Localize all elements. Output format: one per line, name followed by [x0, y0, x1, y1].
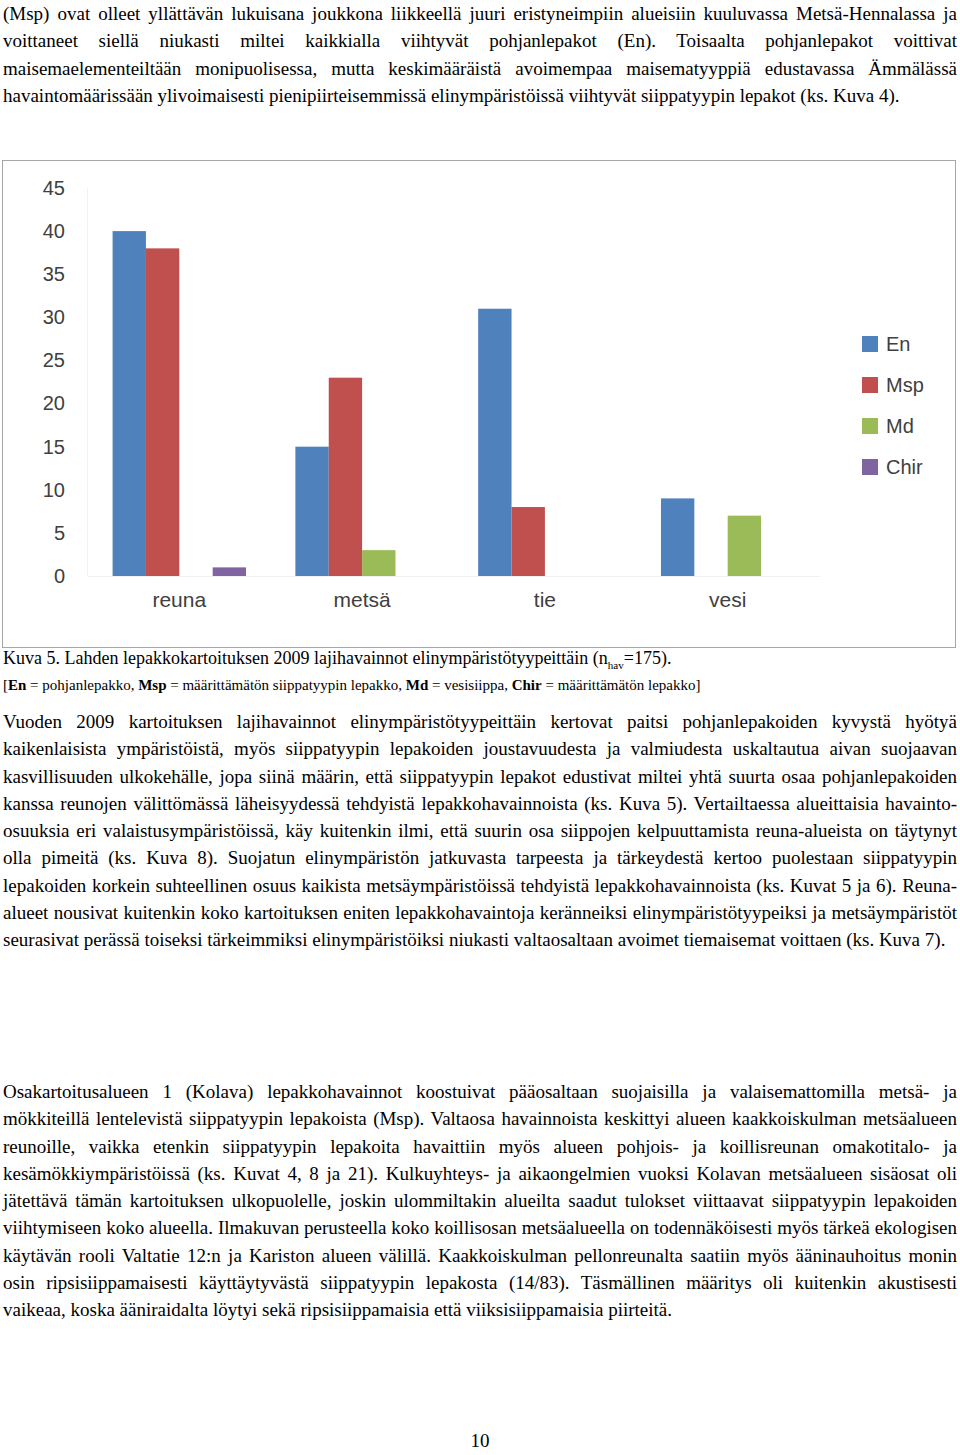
legend-item: Md — [862, 415, 914, 437]
bar — [545, 576, 578, 577]
bar — [113, 231, 146, 576]
bar-series — [113, 231, 695, 576]
legend-note: [En = pohjanlepakko, Msp = määrittämätön… — [3, 677, 957, 694]
y-tick: 0 — [54, 565, 87, 587]
y-tick: 40 — [43, 220, 87, 242]
bar — [329, 378, 362, 576]
paragraph: (Msp) ovat olleet yllättävän lukuisana j… — [3, 0, 957, 109]
x-tick: vesi — [709, 576, 746, 611]
legend-note-part: = määrittämätön siippatyypin lepakko, — [166, 677, 405, 693]
x-tick: tie — [534, 576, 556, 611]
y-tick: 25 — [43, 349, 87, 371]
legend-swatch — [862, 336, 878, 352]
caption-text: Kuva 5. Lahden lepakkokartoituksen 2009 … — [3, 648, 608, 668]
y-tick: 35 — [43, 263, 87, 285]
y-tick: 20 — [43, 392, 87, 414]
bar — [179, 576, 212, 577]
bar — [478, 309, 511, 576]
caption-text: =175). — [624, 648, 672, 668]
bars — [113, 231, 761, 576]
y-tick: 45 — [43, 177, 87, 199]
y-axis: 0 5 10 15 20 25 30 35 40 45 — [43, 177, 88, 587]
y-tick: 30 — [43, 306, 87, 328]
legend-note-part: [ — [3, 677, 8, 693]
bar-series — [146, 248, 545, 576]
chart-frame — [3, 161, 956, 648]
legend-item: Chir — [862, 456, 923, 478]
y-tick-label: 40 — [43, 220, 65, 242]
bar — [295, 447, 328, 576]
y-tick-label: 5 — [54, 522, 65, 544]
y-tick-label: 10 — [43, 479, 65, 501]
legend-label: Md — [886, 415, 914, 437]
bar — [761, 576, 794, 577]
legend-note-part: Chir — [512, 677, 542, 693]
x-tick-label: vesi — [709, 588, 746, 611]
legend-label: En — [886, 333, 910, 355]
paragraph: Osakartoitusalueen 1 (Kolava) lepakkohav… — [3, 1078, 957, 1324]
bar — [694, 576, 727, 577]
y-tick-label: 45 — [43, 177, 65, 199]
y-tick: 15 — [43, 436, 87, 458]
caption: Kuva 5. Lahden lepakkokartoituksen 2009 … — [3, 648, 957, 671]
legend-swatch — [862, 459, 878, 475]
legend-note-part: = vesisiippa, — [428, 677, 511, 693]
legend-label: Chir — [886, 456, 923, 478]
x-tick: reuna — [152, 576, 206, 611]
bar — [661, 498, 694, 576]
caption-subscript: hav — [608, 659, 624, 671]
legend-note-part: En — [8, 677, 26, 693]
y-tick-label: 20 — [43, 392, 65, 414]
legend-swatch — [862, 418, 878, 434]
legend-note-part: = pohjanlepakko, — [26, 677, 138, 693]
bar — [578, 576, 611, 577]
x-tick: metsä — [334, 576, 392, 611]
bar — [213, 567, 246, 576]
y-tick-label: 25 — [43, 349, 65, 371]
bar — [512, 507, 545, 576]
x-tick-label: metsä — [334, 588, 392, 611]
bar-series — [362, 516, 761, 576]
legend-item: Msp — [862, 374, 924, 396]
legend-label: Msp — [886, 374, 924, 396]
legend-note-part: Msp — [138, 677, 166, 693]
y-tick-label: 15 — [43, 436, 65, 458]
bar — [362, 550, 395, 576]
x-tick-label: tie — [534, 588, 556, 611]
paragraph: Vuoden 2009 kartoituksen lajihavainnot e… — [3, 708, 957, 954]
chart: 0 5 10 15 20 25 30 35 40 45 reuna metsä tie vesi En Msp… — [2, 160, 956, 648]
bar — [146, 248, 179, 576]
legend-swatch — [862, 377, 878, 393]
page-number: 10 — [0, 1430, 960, 1452]
x-axis: reuna metsä tie vesi — [88, 576, 821, 611]
y-tick: 10 — [43, 479, 87, 501]
y-tick-label: 30 — [43, 306, 65, 328]
y-tick-label: 0 — [54, 565, 65, 587]
y-axis-line — [87, 189, 88, 577]
x-axis-line — [88, 576, 821, 577]
legend: En Msp Md Chir — [862, 333, 924, 478]
legend-note-part: Md — [406, 677, 429, 693]
bar — [728, 516, 761, 576]
x-tick-label: reuna — [152, 588, 206, 611]
y-tick: 5 — [54, 522, 87, 544]
legend-item: En — [862, 333, 910, 355]
legend-note-part: = määrittämätön lepakko] — [542, 677, 701, 693]
y-tick-label: 35 — [43, 263, 65, 285]
bar — [395, 576, 428, 577]
bar-series — [213, 567, 246, 576]
